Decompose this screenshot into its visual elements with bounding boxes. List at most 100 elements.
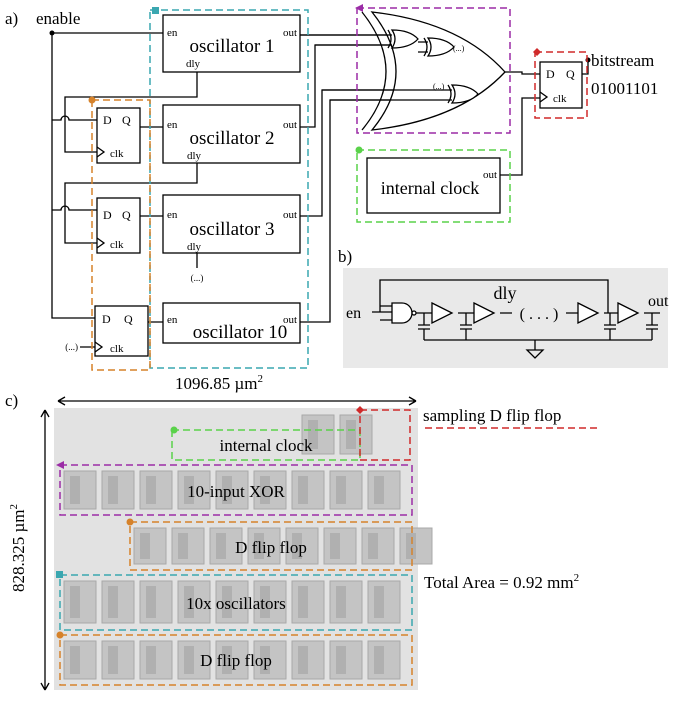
- flip-flop: D Q clk: [97, 108, 140, 163]
- pin-label: dly: [187, 150, 202, 162]
- pin-label: clk: [553, 93, 567, 105]
- ellipsis: (...): [453, 44, 465, 53]
- marker: [152, 7, 159, 14]
- texture-cell: [374, 476, 384, 504]
- bits: 01001101: [591, 79, 658, 98]
- superscript: 2: [258, 373, 264, 385]
- pin-label: en: [167, 209, 178, 221]
- marker: [356, 147, 363, 154]
- superscript: 2: [8, 504, 20, 510]
- oscillator: en out oscillator 10: [163, 303, 300, 343]
- area-label: 1096.85 µm2: [175, 373, 263, 393]
- panel-label: a): [5, 9, 18, 28]
- block-label: 10x oscillators: [186, 594, 286, 613]
- texture-cell: [336, 476, 346, 504]
- pin-label: clk: [110, 239, 124, 251]
- oscillator: en out oscillator 2 dly: [163, 105, 300, 163]
- area-text: 828.325 µm: [9, 509, 28, 592]
- sampling-flip-flop: D Q clk: [540, 62, 582, 108]
- pin-label: en: [167, 119, 178, 131]
- block-name: internal clock: [381, 178, 479, 198]
- area-label: 828.325 µm2: [8, 504, 28, 592]
- texture-cell: [216, 533, 226, 559]
- texture-cell: [374, 646, 384, 674]
- texture-cell: [178, 533, 188, 559]
- ellipsis: (...): [191, 273, 204, 283]
- texture-cell: [70, 476, 80, 504]
- oscillator-name: oscillator 10: [193, 322, 287, 343]
- block-label: sampling D flip flop: [423, 406, 561, 425]
- panel-label: c): [5, 391, 18, 410]
- block-label: D flip flop: [235, 538, 307, 557]
- texture-cell: [108, 476, 118, 504]
- texture-cell: [336, 586, 346, 618]
- texture-cell: [336, 646, 346, 674]
- oscillator-name: oscillator 3: [190, 219, 275, 240]
- pin-label: dly: [186, 58, 201, 70]
- pin-label: en: [346, 305, 361, 322]
- pin-label: clk: [110, 343, 124, 355]
- flip-flop: D Q clk: [95, 306, 148, 356]
- enable-label: enable: [36, 9, 80, 28]
- ellipsis: (...): [65, 342, 78, 352]
- marker: [127, 519, 134, 526]
- marker: [355, 4, 363, 12]
- texture-cell: [374, 586, 384, 618]
- texture-cell: [108, 586, 118, 618]
- pin-label: en: [167, 314, 178, 326]
- panel-label: b): [338, 247, 352, 266]
- texture-cell: [298, 476, 308, 504]
- area-text: Total Area = 0.92 mm: [424, 573, 574, 592]
- output-label: bitstream: [591, 51, 654, 70]
- texture-cell: [146, 476, 156, 504]
- ellipsis: ( . . . ): [520, 306, 559, 323]
- texture-cell: [330, 533, 340, 559]
- texture-cell: [406, 533, 416, 559]
- pin-label: Q: [122, 208, 131, 222]
- marker: [56, 571, 63, 578]
- pin-label: Q: [566, 67, 575, 81]
- texture-cell: [298, 646, 308, 674]
- pin-label: out: [483, 169, 497, 181]
- texture-cell: [346, 420, 356, 449]
- pin-label: D: [546, 67, 555, 81]
- ellipsis: (...): [433, 82, 445, 91]
- marker: [171, 427, 178, 434]
- block-label: D flip flop: [200, 651, 272, 670]
- total-area: Total Area = 0.92 mm2: [424, 572, 579, 592]
- pin-label: dly: [187, 241, 202, 253]
- pin-label: D: [102, 312, 111, 326]
- pin-label: Q: [124, 312, 133, 326]
- texture-cell: [146, 586, 156, 618]
- marker: [533, 48, 541, 56]
- area-text: 1096.85 µm: [175, 374, 258, 393]
- superscript: 2: [574, 572, 580, 584]
- pin-label: en: [167, 27, 178, 39]
- pin-label: clk: [110, 148, 124, 160]
- figure: a) enable en out oscillator 1 dly en out…: [0, 0, 676, 702]
- pin-label: out: [283, 209, 297, 221]
- pin-label: out: [283, 119, 297, 131]
- pin-label: Q: [122, 113, 131, 127]
- oscillator: en out oscillator 1 dly: [163, 15, 300, 72]
- texture-cell: [108, 646, 118, 674]
- pin-label: out: [283, 27, 297, 39]
- texture-cell: [70, 646, 80, 674]
- texture-cell: [298, 586, 308, 618]
- pin-label: D: [103, 208, 112, 222]
- texture-cell: [368, 533, 378, 559]
- oscillator-name: oscillator 2: [190, 128, 275, 149]
- marker: [89, 97, 96, 104]
- pin-label: D: [103, 113, 112, 127]
- pin-label: dly: [493, 283, 516, 303]
- oscillator-name: oscillator 1: [190, 36, 275, 57]
- oscillator: en out oscillator 3 dly: [163, 195, 300, 253]
- internal-clock: internal clock out: [367, 158, 500, 213]
- texture-cell: [146, 646, 156, 674]
- block-label: 10-input XOR: [187, 482, 285, 501]
- flip-flop: D Q clk: [97, 198, 140, 253]
- texture-cell: [140, 533, 150, 559]
- block-label: internal clock: [220, 436, 313, 455]
- marker: [57, 632, 64, 639]
- pin-label: out: [648, 293, 669, 310]
